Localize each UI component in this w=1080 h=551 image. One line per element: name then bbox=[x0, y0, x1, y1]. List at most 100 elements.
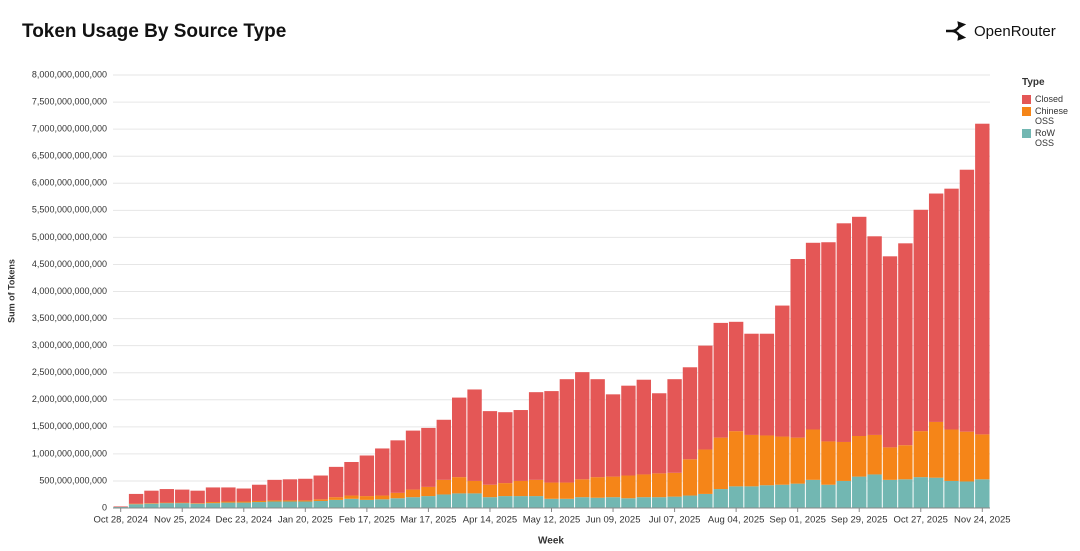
y-tick-label: 2,000,000,000,000 bbox=[32, 394, 107, 404]
bar-segment bbox=[328, 499, 344, 508]
bar-segment bbox=[836, 480, 852, 508]
bar-segment bbox=[882, 479, 898, 508]
bar-segment bbox=[328, 497, 344, 500]
bar-segment bbox=[944, 480, 959, 508]
bar-segment bbox=[790, 259, 805, 438]
bar-segment bbox=[928, 421, 944, 478]
bar-segment bbox=[267, 501, 282, 508]
bar-segment bbox=[698, 493, 713, 508]
y-tick-label: 1,500,000,000,000 bbox=[32, 421, 107, 431]
bar-segment bbox=[528, 479, 544, 497]
y-tick-label: 1,000,000,000,000 bbox=[32, 448, 107, 458]
bar-segment bbox=[898, 479, 913, 508]
bar-segment bbox=[790, 483, 805, 508]
bar-segment bbox=[821, 242, 836, 442]
grid bbox=[113, 74, 990, 509]
bar-segment bbox=[175, 503, 190, 508]
x-tick-label: Feb 17, 2025 bbox=[339, 515, 395, 526]
bar-segment bbox=[928, 477, 944, 508]
bar-segment bbox=[405, 430, 421, 490]
x-tick-label: Jan 20, 2025 bbox=[278, 515, 333, 526]
bar-segment bbox=[836, 441, 852, 481]
bar-segment bbox=[821, 441, 836, 485]
bar-segment bbox=[852, 476, 867, 508]
bar-segment bbox=[328, 466, 344, 498]
bar-segment bbox=[667, 379, 682, 473]
bar-segment bbox=[113, 506, 128, 507]
bar-segment bbox=[205, 502, 221, 504]
bar-segment bbox=[344, 461, 359, 496]
bar-segment bbox=[421, 486, 436, 497]
bar-segment bbox=[359, 499, 375, 508]
bar-segment bbox=[498, 496, 513, 508]
bar-segment bbox=[713, 322, 728, 438]
bar-segment bbox=[898, 243, 913, 446]
bar-segment bbox=[744, 333, 759, 435]
bar-segment bbox=[359, 496, 375, 500]
bar-segment bbox=[375, 495, 390, 500]
bar-segment bbox=[528, 392, 544, 480]
bar-segment bbox=[498, 483, 513, 497]
bar-segment bbox=[713, 489, 728, 508]
bar-segment bbox=[559, 379, 575, 483]
bar-segment bbox=[236, 502, 251, 508]
bar-segment bbox=[621, 475, 636, 499]
bar-segment bbox=[590, 497, 605, 508]
bar-segment bbox=[959, 431, 975, 482]
bar-segment bbox=[744, 434, 759, 487]
x-axis-label: Week bbox=[538, 536, 564, 547]
bar-segment bbox=[159, 502, 175, 504]
bar-segment bbox=[313, 500, 328, 508]
bar-segment bbox=[513, 410, 528, 481]
bar-segment bbox=[175, 489, 190, 503]
legend-label: Closed bbox=[1035, 94, 1064, 104]
bar-segment bbox=[128, 504, 144, 508]
bar-segment bbox=[390, 492, 405, 499]
y-tick-label: 3,000,000,000,000 bbox=[32, 340, 107, 350]
bar-segment bbox=[913, 431, 928, 478]
bar-segment bbox=[282, 500, 298, 502]
bar-segment bbox=[544, 482, 559, 499]
x-tick-label: Sep 29, 2025 bbox=[831, 515, 888, 526]
bar-segment bbox=[852, 216, 867, 437]
bar-segment bbox=[144, 503, 159, 504]
y-tick-label: 6,500,000,000,000 bbox=[32, 151, 107, 161]
bar-segment bbox=[344, 498, 359, 508]
bar-segment bbox=[652, 497, 667, 508]
bar-segment bbox=[728, 321, 744, 432]
bar-segment bbox=[728, 431, 744, 487]
legend-swatch bbox=[1022, 107, 1031, 116]
bar-segment bbox=[575, 497, 590, 508]
bar-segment bbox=[636, 497, 652, 508]
bar-segment bbox=[759, 435, 775, 486]
bar-segment bbox=[498, 412, 513, 484]
legend-item: RoW OSS bbox=[1022, 128, 1075, 148]
bar-segment bbox=[975, 479, 990, 508]
y-axis-label: Sum of Tokens bbox=[6, 259, 16, 323]
bar-segment bbox=[375, 499, 390, 508]
bar-segment bbox=[467, 480, 482, 494]
bar-segment bbox=[713, 437, 728, 490]
legend-swatch bbox=[1022, 95, 1031, 104]
bar-segment bbox=[944, 429, 959, 481]
y-tick-label: 5,000,000,000,000 bbox=[32, 232, 107, 242]
bar-segment bbox=[913, 209, 928, 432]
logo-icon bbox=[946, 21, 967, 41]
bar-segment bbox=[221, 502, 236, 508]
bar-segment bbox=[559, 482, 575, 499]
y-tick-label: 6,000,000,000,000 bbox=[32, 178, 107, 188]
x-tick-label: Apr 14, 2025 bbox=[463, 515, 517, 526]
bar-segment bbox=[451, 493, 467, 508]
bar-segment bbox=[821, 484, 836, 508]
bar-segment bbox=[390, 440, 405, 493]
bar-segment bbox=[682, 459, 698, 496]
legend-label: RoW OSS bbox=[1035, 128, 1055, 148]
bar-segment bbox=[405, 497, 421, 508]
chart-title: Token Usage By Source Type bbox=[22, 21, 286, 42]
bar-segment bbox=[590, 477, 605, 498]
bar-segment bbox=[251, 484, 267, 501]
bar-segment bbox=[575, 372, 590, 480]
y-tick-label: 2,500,000,000,000 bbox=[32, 367, 107, 377]
legend-title: Type bbox=[1022, 77, 1045, 88]
bar-segment bbox=[436, 419, 451, 480]
